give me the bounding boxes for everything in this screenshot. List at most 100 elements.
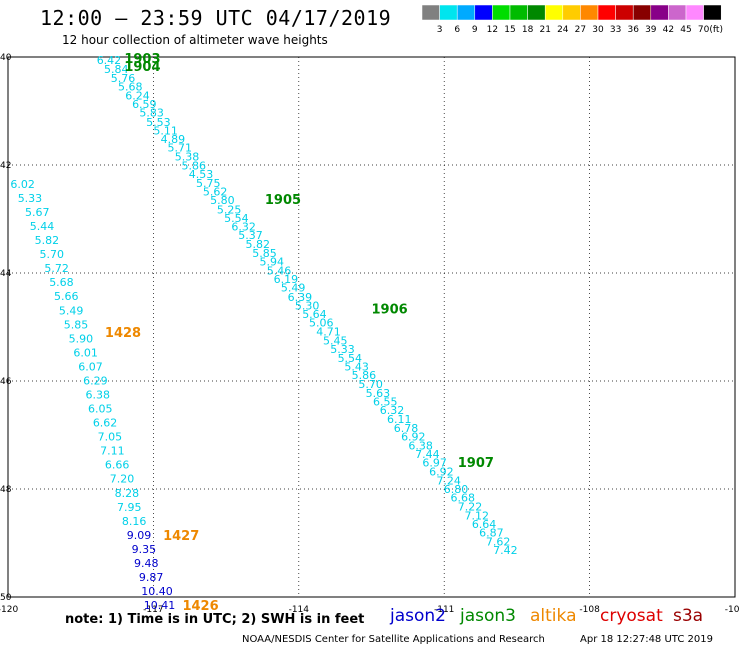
wave-height-label: 6.05 [88,403,113,416]
pass-time-label: 1904 [124,60,160,75]
wave-height-label: 6.80 [444,483,469,496]
legend-swatch [632,4,652,21]
wave-height-label: 6.92 [401,431,426,444]
wave-height-label: 5.46 [267,264,292,277]
wave-height-label: 10.41 [144,599,176,612]
wave-height-label: 9.87 [139,571,164,584]
wave-height-label: 7.11 [100,445,125,458]
wave-height-label: 5.53 [146,116,171,129]
wave-height-label: 5.76 [111,72,135,85]
wave-height-label: 5.54 [338,352,363,365]
wave-height-label: 6.59 [132,98,157,111]
wave-height-label: 5.82 [35,234,60,247]
wave-height-label: 6.02 [10,178,35,191]
legend-swatch [527,4,546,21]
wave-height-label: 9.35 [132,543,157,556]
wave-height-label: 5.45 [323,335,348,348]
x-tick-label: -111 [434,605,454,615]
legend-tick-label: 3 [437,25,443,35]
legend-tick-label: 15 [504,25,515,35]
wave-height-label: 5.49 [281,282,306,295]
wave-height-label: 6.07 [78,360,103,373]
wave-height-label: 10.40 [141,585,173,598]
wave-height-label: 6.78 [394,422,419,435]
wave-height-label: 5.85 [64,318,88,331]
chart-subtitle: 12 hour collection of altimeter wave hei… [62,33,328,47]
wave-height-label: 5.33 [18,192,43,205]
wave-height-label: 6.66 [105,459,130,472]
legend-swatch [492,4,511,21]
chart-title: 12:00 – 23:59 UTC 04/17/2019 [40,6,392,30]
y-tick-label: 40 [0,53,12,63]
wave-height-label: 5.80 [210,194,235,207]
legend-swatch [703,4,722,21]
wave-height-label: 7.24 [436,474,461,487]
wave-height-label: 5.94 [260,256,285,269]
footer-timestamp: Apr 18 12:27:48 UTC 2019 [580,634,713,645]
wave-height-label: 7.20 [110,473,135,486]
wave-height-label: 5.38 [175,150,200,163]
wave-height-label: 5.70 [358,378,383,391]
legend-tick-label: 27 [575,25,586,35]
legend-swatch [615,4,634,21]
legend-tick-label: 70 [698,25,710,35]
wave-height-label: 5.90 [69,332,94,345]
pass-time-label: 1905 [265,193,301,208]
wave-height-label: 6.39 [288,291,313,304]
wave-height-label: 5.85 [252,247,277,260]
wave-height-label: 6.01 [73,346,98,359]
satellite-key-cryosat: cryosat [600,606,663,626]
legend-tick-label: 6 [454,25,460,35]
wave-height-label: 4.89 [161,133,186,146]
legend-tick-label: 18 [522,25,534,35]
wave-height-label: 7.12 [465,509,490,522]
wave-height-label: 8.28 [115,487,140,500]
wave-height-label: 5.49 [59,304,84,317]
legend-swatch [685,4,704,21]
legend-swatch [562,4,581,21]
wave-height-label: 6.97 [422,457,447,470]
wave-height-label: 5.64 [302,308,327,321]
wave-height-label: 5.75 [196,177,221,190]
wave-height-label: 6.42 [97,54,122,67]
wave-height-label: 7.05 [98,431,123,444]
satellite-key-jason3: jason3 [460,606,516,626]
wave-height-label: 6.92 [429,466,454,479]
wave-height-label: 5.86 [352,369,377,382]
wave-height-label: 5.30 [295,299,320,312]
wave-height-label: 6.32 [380,404,405,417]
x-tick-label: -108 [579,605,600,615]
wave-height-label: 9.09 [127,529,152,542]
wave-height-label: 5.82 [245,238,270,251]
x-tick-label: -117 [143,605,163,615]
x-tick-label: -105 [725,605,740,615]
legend-swatch [456,4,476,21]
wave-height-label: 5.72 [44,262,69,275]
wave-height-label: 5.63 [366,387,391,400]
legend-tick-label: 30 [592,25,604,35]
wave-height-label: 5.06 [309,317,334,330]
wave-height-label: 5.71 [167,142,192,155]
wave-height-label: 6.32 [231,221,256,234]
x-tick-label: -114 [289,605,310,615]
wave-height-label: 9.48 [134,557,159,570]
wave-height-label: 8.16 [122,515,147,528]
pass-time-label: 1428 [105,326,141,341]
footer-note: note: 1) Time is in UTC; 2) SWH is in fe… [65,612,365,627]
y-tick-label: 46 [0,377,12,387]
legend-swatch [650,4,669,21]
y-tick-label: 44 [0,269,12,279]
pass-time-label: 1903 [124,52,160,67]
legend-tick-label: 33 [610,25,621,35]
legend-tick-label: 36 [627,25,639,35]
x-tick-label: -120 [0,605,18,615]
wave-height-label: 5.67 [25,206,50,219]
wave-height-label: 7.44 [415,448,440,461]
satellite-key-s3a: s3a [673,606,704,626]
satellite-key-jason2: jason2 [390,606,446,626]
plot-frame [7,56,736,598]
wave-height-label: 6.38 [86,389,111,402]
wave-height-label: 5.62 [203,185,228,198]
wave-height-label: 4.53 [189,168,214,181]
